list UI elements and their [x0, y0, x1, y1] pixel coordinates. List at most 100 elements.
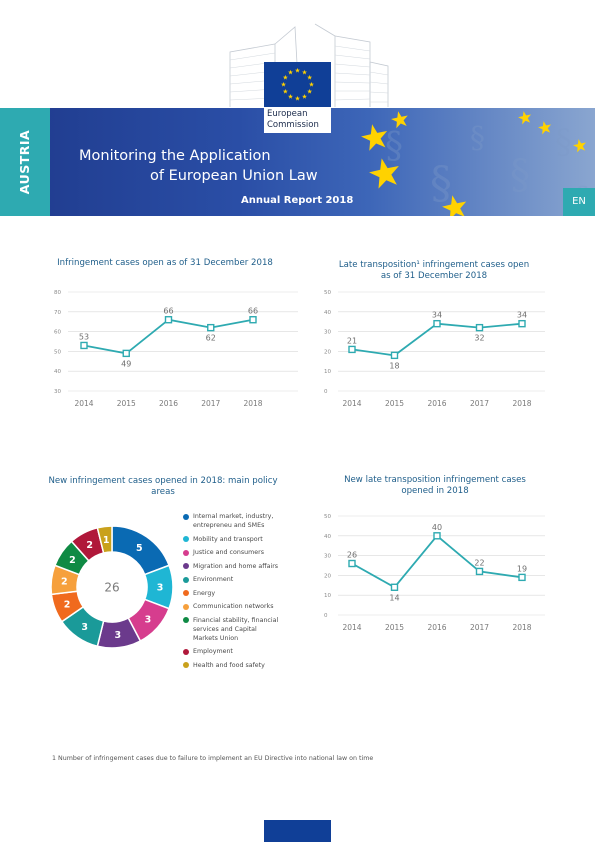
x-tick-label: 2015: [117, 399, 136, 408]
slice-label: 3: [145, 614, 152, 625]
svg-text:§: §: [510, 152, 530, 198]
legend-label: Internal market, industry, entrepreneu an…: [193, 513, 274, 529]
country-label: AUSTRIA: [17, 129, 32, 195]
data-label: 66: [163, 307, 173, 316]
flag-star-icon: [282, 74, 288, 80]
data-label: 62: [206, 334, 216, 343]
legend-item: Financial stability, financial services a…: [183, 616, 323, 643]
chart-title-late-transposition-open: Late transposition¹ infringement cases o…: [338, 260, 530, 281]
report-subtitle: Annual Report 2018: [241, 195, 354, 206]
band-star-icon: [369, 158, 399, 189]
data-point: [249, 316, 257, 324]
flag-star-icon: [307, 88, 313, 94]
flag-star-icon: [302, 69, 307, 75]
data-point: [348, 559, 356, 568]
y-tick-label: 20: [324, 573, 331, 579]
data-point: [475, 323, 484, 332]
slice-label: 2: [86, 540, 93, 551]
slice-label: 2: [64, 600, 71, 611]
svg-text:§: §: [430, 158, 452, 209]
data-label: 49: [121, 359, 131, 368]
svg-text:§: §: [470, 121, 485, 156]
x-tick-label: 2016: [427, 623, 446, 632]
data-label: 14: [389, 593, 399, 602]
data-point: [348, 345, 356, 354]
flag-star-icon: [295, 95, 300, 101]
flag-star-icon: [307, 74, 313, 80]
x-tick-label: 2018: [243, 399, 262, 408]
data-point: [475, 567, 484, 576]
legend-swatch: [183, 590, 189, 596]
language-badge: EN: [563, 188, 595, 216]
y-tick-label: 40: [54, 369, 61, 375]
donut-center-label: 26: [104, 581, 119, 595]
legend-item: Migration and home affairs: [183, 562, 323, 571]
legend-swatch: [183, 648, 189, 655]
legend-swatch: [183, 603, 189, 610]
y-tick-label: 40: [324, 534, 331, 540]
y-tick-label: 60: [54, 330, 61, 336]
legend-label: Justice and consumers: [193, 549, 264, 556]
y-tick-label: 10: [324, 593, 331, 599]
band-star-icon: [518, 111, 532, 125]
legend-item: Environment: [183, 575, 323, 584]
flag-star-icon: [288, 69, 293, 75]
donut-slice: [96, 525, 113, 554]
chart-title-open-cases: Infringement cases open as of 31 Decembe…: [57, 258, 273, 268]
line-chart-late-transposition-open: 0 10 20 30 40 50 2014 2015 2016 2017 2018 21 18 34 32 3…: [324, 290, 545, 408]
bottom-flag-bar: [264, 820, 331, 842]
band-star-icon: [442, 195, 467, 216]
y-tick-label: 40: [324, 310, 331, 316]
data-point: [80, 341, 88, 350]
legend-label: Energy: [193, 589, 216, 597]
slice-label: 3: [157, 583, 164, 594]
data-point: [518, 319, 526, 328]
legend-swatch: [183, 576, 189, 583]
slice-label: 3: [114, 630, 121, 641]
legend-item: Employment: [183, 647, 323, 656]
svg-text:§: §: [555, 122, 572, 162]
flag-star-icon: [282, 88, 288, 94]
data-label: 18: [389, 361, 399, 370]
legend-swatch: [183, 563, 189, 569]
data-label: 32: [474, 334, 484, 343]
data-point: [518, 573, 526, 582]
y-tick-label: 0: [324, 613, 328, 619]
data-label: 26: [347, 551, 357, 560]
flag-star-icon: [309, 81, 314, 87]
flag-star-icon: [281, 81, 286, 87]
data-label: 22: [474, 558, 484, 567]
legend-swatch: [183, 617, 189, 623]
data-label: 34: [517, 311, 527, 320]
legend-label: Mobility and transport: [193, 535, 263, 543]
svg-text:§: §: [385, 126, 403, 167]
legend-label: Communication networks: [193, 603, 274, 610]
building-illustration: [229, 23, 389, 107]
chart-title-policy-areas: New infringement cases opened in 2018: m…: [48, 476, 278, 497]
legend-item: Energy: [183, 589, 323, 598]
report-title-line2: of European Union Law: [150, 168, 318, 184]
data-label: 53: [79, 332, 89, 341]
x-tick-label: 2014: [342, 623, 361, 632]
x-tick-label: 2017: [470, 399, 489, 408]
x-tick-label: 2014: [74, 399, 93, 408]
legend-label: Employment: [193, 648, 233, 655]
x-tick-label: 2014: [342, 399, 361, 408]
logo-text-line2: Commission: [267, 120, 319, 130]
y-tick-label: 50: [324, 290, 331, 296]
series-line: [83, 318, 254, 355]
y-tick-label: 80: [54, 290, 61, 296]
data-label: 66: [248, 307, 258, 316]
x-tick-label: 2016: [427, 399, 446, 408]
y-tick-label: 50: [54, 349, 61, 355]
donut-legend: Internal market, industry, entrepreneu an…: [183, 512, 323, 674]
eu-flag-icon: [264, 62, 331, 107]
slice-label: 2: [69, 555, 76, 566]
slice-label: 2: [61, 577, 68, 588]
data-point: [390, 583, 399, 591]
data-label: 19: [517, 564, 527, 573]
data-label: 34: [432, 311, 442, 320]
footnote: 1 Number of infringement cases due to fa…: [52, 755, 374, 762]
y-tick-label: 70: [54, 310, 61, 316]
